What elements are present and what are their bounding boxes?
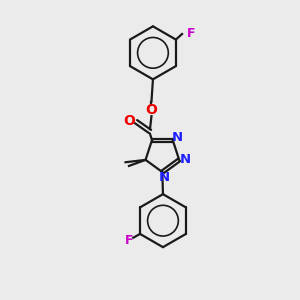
Text: N: N bbox=[158, 171, 169, 184]
Text: F: F bbox=[124, 234, 133, 247]
Text: N: N bbox=[179, 153, 191, 167]
Text: F: F bbox=[187, 28, 195, 40]
Text: O: O bbox=[146, 103, 158, 117]
Text: N: N bbox=[171, 131, 182, 144]
Text: O: O bbox=[124, 114, 136, 128]
